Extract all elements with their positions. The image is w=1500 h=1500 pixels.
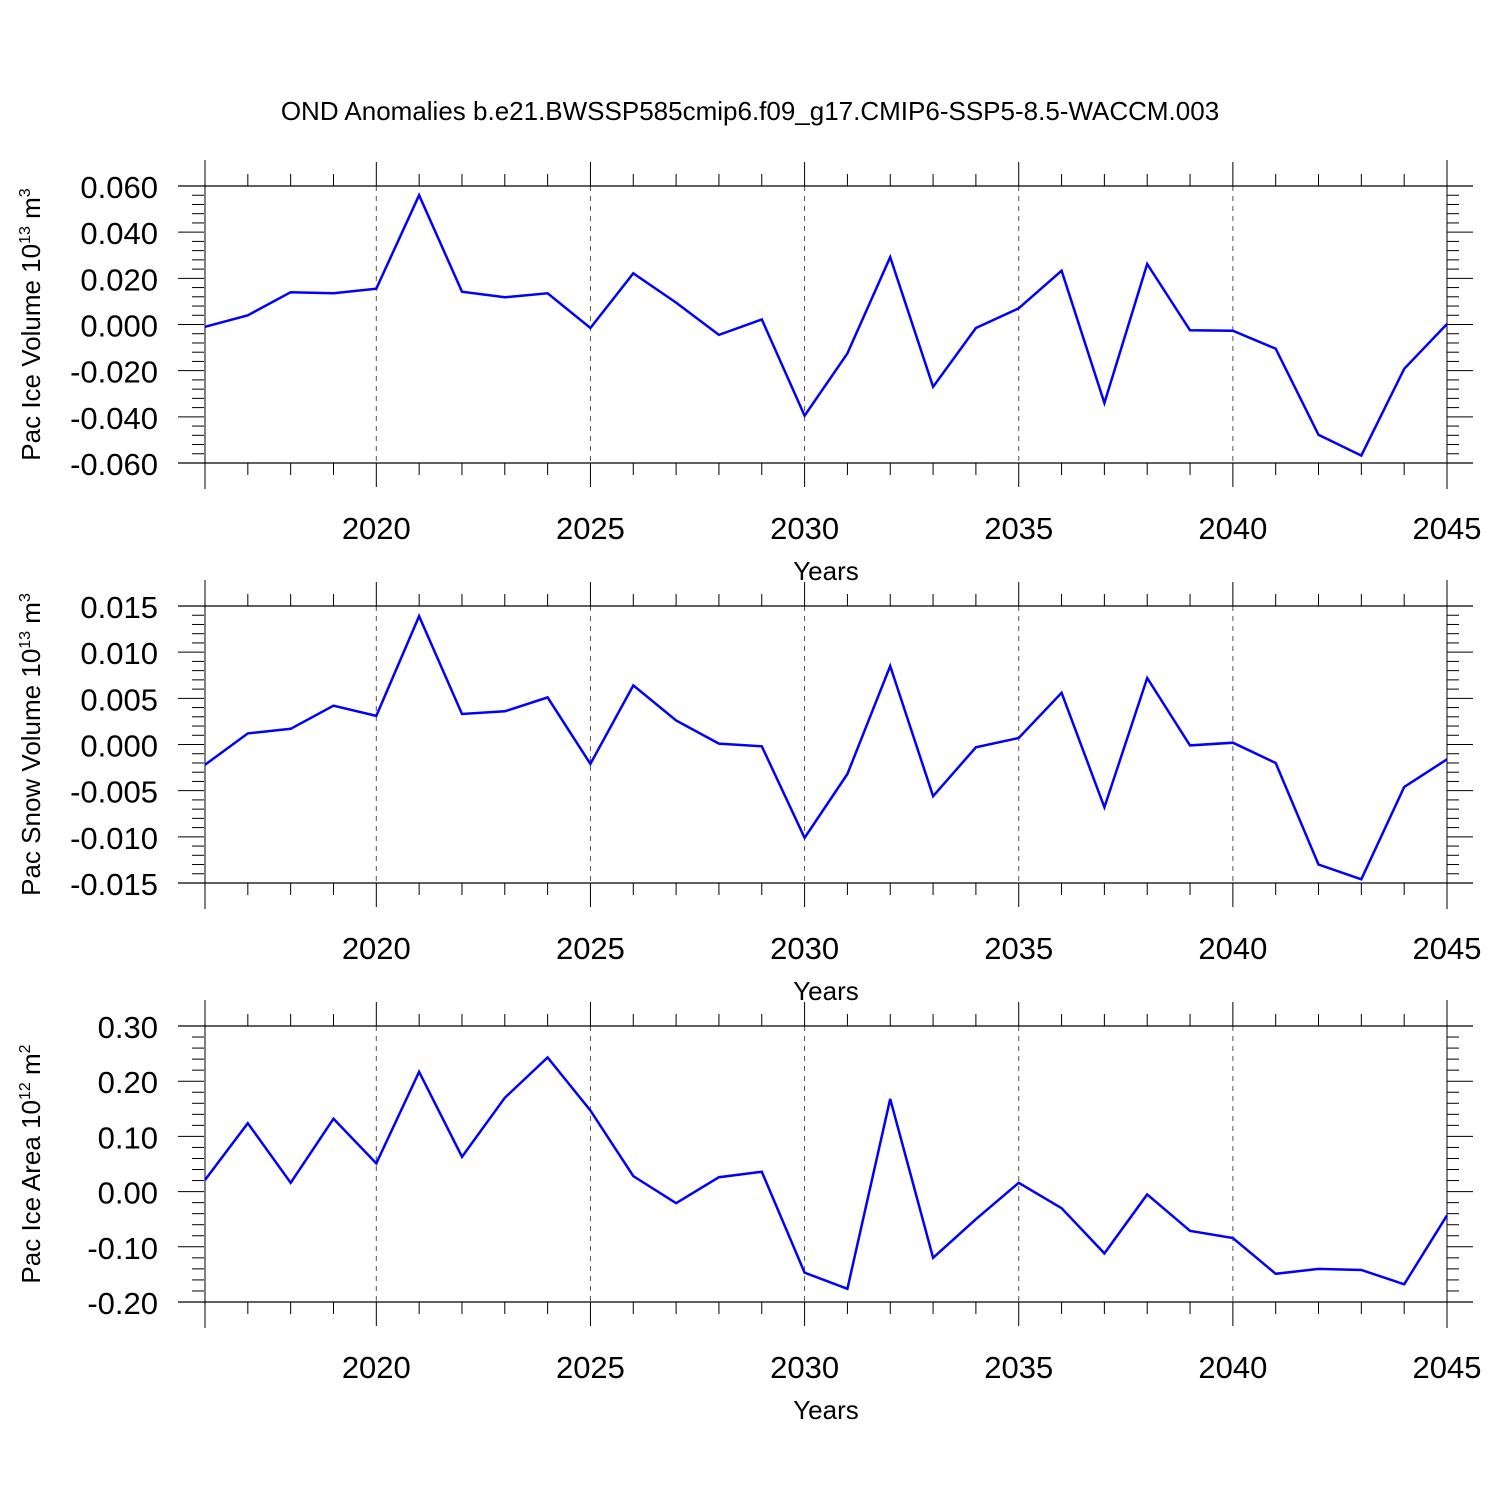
x-axis-label: Years bbox=[793, 556, 859, 586]
x-tick-label: 2030 bbox=[770, 1350, 839, 1385]
y-tick-label: 0.000 bbox=[80, 729, 158, 764]
y-tick-label: -0.015 bbox=[70, 867, 158, 902]
x-tick-label: 2020 bbox=[342, 511, 411, 546]
y-axis-label: Pac Ice Area 1012 m2 bbox=[16, 1044, 46, 1283]
y-tick-label: 0.005 bbox=[80, 682, 158, 717]
x-tick-label: 2040 bbox=[1198, 511, 1267, 546]
panel-pac-ice-volume: -0.060 -0.040 -0.020 0.000 0.020 0.040 0.060 20… bbox=[16, 160, 1481, 586]
x-tick-label: 2040 bbox=[1198, 1350, 1267, 1385]
y-tick-label: 0.000 bbox=[80, 309, 158, 344]
y-tick-label: -0.020 bbox=[70, 355, 158, 390]
y-tick-label: -0.10 bbox=[87, 1231, 158, 1266]
y-tick-label: -0.060 bbox=[70, 447, 158, 482]
y-tick-label: 0.060 bbox=[80, 170, 158, 205]
y-tick-label: 0.040 bbox=[80, 216, 158, 251]
x-axis-label: Years bbox=[793, 976, 859, 1006]
x-tick-label: 2045 bbox=[1413, 511, 1482, 546]
x-tick-label: 2045 bbox=[1413, 931, 1482, 966]
y-tick-label: -0.20 bbox=[87, 1286, 158, 1321]
y-tick-label: 0.00 bbox=[98, 1176, 158, 1211]
x-tick-label: 2025 bbox=[556, 931, 625, 966]
y-axis-label: Pac Ice Volume 1013 m3 bbox=[16, 188, 46, 461]
x-tick-label: 2045 bbox=[1413, 1350, 1482, 1385]
x-tick-label: 2035 bbox=[984, 1350, 1053, 1385]
panel-pac-ice-area: -0.20 -0.10 0.00 0.10 0.20 0.30 2020 2025 2030 20… bbox=[16, 1000, 1481, 1425]
x-tick-label: 2035 bbox=[984, 511, 1053, 546]
x-tick-label: 2030 bbox=[770, 511, 839, 546]
data-line bbox=[204, 1055, 1449, 1291]
x-tick-label: 2025 bbox=[556, 511, 625, 546]
x-tick-label: 2025 bbox=[556, 1350, 625, 1385]
y-tick-label: 0.020 bbox=[80, 262, 158, 297]
panel-pac-snow-volume: -0.015 -0.010 -0.005 0.000 0.005 0.010 0.015 20… bbox=[16, 580, 1481, 1006]
x-tick-label: 2020 bbox=[342, 931, 411, 966]
y-tick-label: -0.005 bbox=[70, 775, 158, 810]
x-tick-label: 2040 bbox=[1198, 931, 1267, 966]
y-tick-label: 0.015 bbox=[80, 590, 158, 625]
data-line bbox=[204, 192, 1448, 458]
x-tick-label: 2020 bbox=[342, 1350, 411, 1385]
data-line bbox=[204, 613, 1448, 881]
y-tick-label: 0.20 bbox=[98, 1065, 158, 1100]
y-tick-label: 0.10 bbox=[98, 1120, 158, 1155]
x-tick-label: 2030 bbox=[770, 931, 839, 966]
y-axis-label: Pac Snow Volume 1013 m3 bbox=[16, 593, 46, 896]
y-tick-label: -0.010 bbox=[70, 821, 158, 856]
x-axis-label: Years bbox=[793, 1395, 859, 1425]
figure-title: OND Anomalies b.e21.BWSSP585cmip6.f09_g1… bbox=[280, 96, 1220, 126]
y-tick-label: -0.040 bbox=[70, 401, 158, 436]
y-tick-label: 0.010 bbox=[80, 636, 158, 671]
x-tick-label: 2035 bbox=[984, 931, 1053, 966]
y-tick-label: 0.30 bbox=[98, 1010, 158, 1045]
